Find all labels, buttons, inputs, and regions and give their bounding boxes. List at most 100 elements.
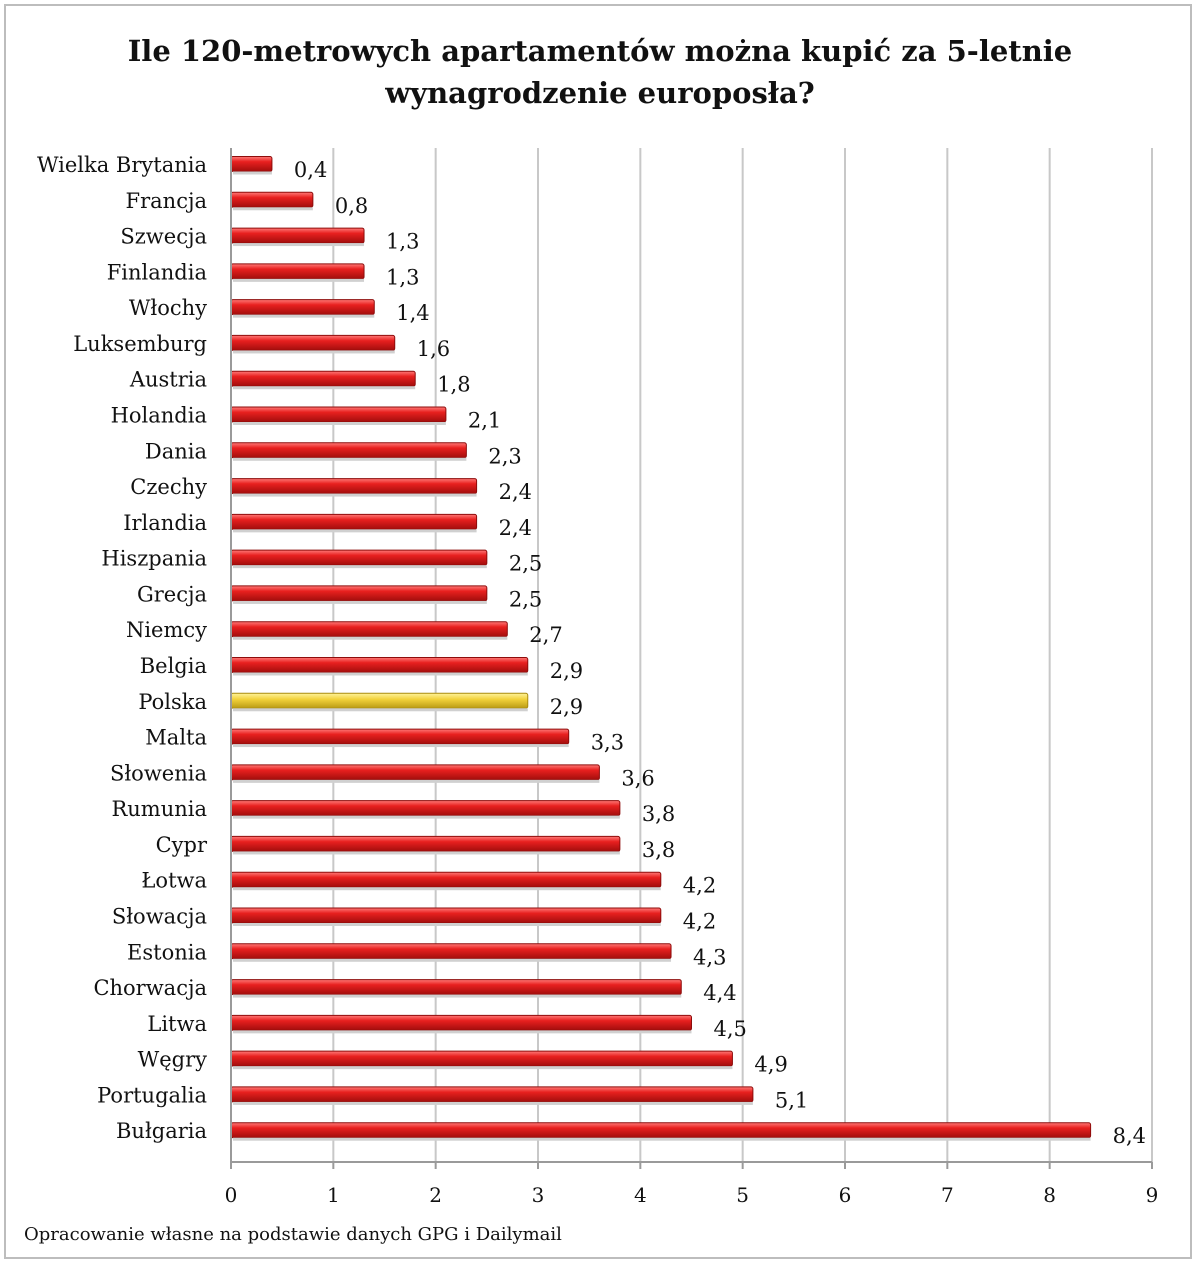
bars-layer [230, 156, 1092, 1141]
category-label: Polska [138, 690, 207, 714]
bar-shadow [233, 887, 661, 891]
bar-shadow [233, 422, 446, 425]
value-label: 1,3 [386, 265, 419, 289]
bar-shadow [233, 672, 528, 676]
bar-shadow [233, 636, 508, 640]
chart-title-line-2: wynagrodzenie europosła? [385, 76, 815, 110]
bar [230, 728, 570, 745]
category-label: Estonia [127, 940, 207, 964]
value-label: 2,9 [550, 659, 583, 683]
category-label: Portugalia [97, 1083, 207, 1107]
category-label: Malta [145, 726, 207, 750]
value-label: 0,8 [335, 194, 368, 218]
labels-layer: Wielka Brytania 0,4 Francja 0,8 Szwecja 1,3 Fi… [37, 153, 1146, 1148]
bar-shadow [233, 600, 487, 604]
bar [230, 621, 508, 638]
bar-shadow [233, 529, 477, 533]
bar-shadow [233, 851, 620, 855]
value-label: 1,6 [417, 337, 450, 361]
value-label: 2,9 [550, 695, 583, 719]
value-label: 2,5 [509, 552, 542, 576]
bar [230, 334, 396, 351]
value-label: 4,3 [693, 945, 726, 969]
chart-title-line-1: Ile 120-metrowych apartamentów można kup… [127, 34, 1073, 68]
bar [230, 263, 365, 280]
bar-shadow [233, 171, 272, 175]
value-label: 8,4 [1113, 1124, 1146, 1148]
bar [230, 871, 662, 888]
bar-shadow [233, 314, 375, 318]
value-label: 3,6 [621, 766, 654, 790]
bar [230, 156, 273, 172]
bar [230, 191, 314, 208]
bar-shadow [233, 565, 487, 569]
x-tick-label-2: 2 [429, 1183, 442, 1207]
x-tick-label-7: 7 [941, 1183, 954, 1207]
bar [230, 1086, 754, 1103]
bar [230, 1014, 692, 1031]
category-label: Węgry [138, 1048, 207, 1072]
bar-shadow [233, 350, 395, 354]
value-label: 1,8 [437, 373, 470, 397]
value-label: 3,3 [591, 731, 624, 755]
bar-shadow [233, 815, 620, 819]
bar [230, 943, 672, 960]
bar-shadow [233, 744, 569, 748]
category-label: Belgia [140, 654, 207, 678]
category-label: Słowacja [112, 905, 207, 929]
value-label: 4,2 [683, 910, 716, 934]
category-label: Luksemburg [73, 332, 207, 356]
bar-shadow [233, 243, 365, 247]
x-tick-label-0: 0 [225, 1183, 238, 1207]
value-label: 2,7 [529, 623, 562, 647]
value-label: 0,4 [294, 158, 327, 182]
value-label: 4,2 [683, 874, 716, 898]
bar [230, 406, 447, 423]
value-label: 2,3 [488, 444, 521, 468]
category-label: Grecja [137, 582, 207, 606]
value-label: 4,5 [714, 1017, 747, 1041]
bar [230, 657, 529, 673]
bar [230, 800, 621, 817]
bar [230, 1122, 1092, 1139]
category-label: Holandia [111, 404, 207, 428]
value-label: 2,1 [468, 409, 501, 433]
category-label: Niemcy [126, 618, 207, 642]
x-tick-label-5: 5 [736, 1183, 749, 1207]
x-axis: 0 1 2 3 4 5 6 7 8 9 [225, 148, 1159, 1207]
bar [230, 1050, 733, 1067]
chart-title: Ile 120-metrowych apartamentów można kup… [0, 30, 1200, 114]
category-label: Francja [126, 189, 207, 213]
bar-shadow [233, 457, 467, 461]
x-tick-label-9: 9 [1146, 1183, 1159, 1207]
value-label: 3,8 [642, 838, 675, 862]
value-label: 5,1 [775, 1088, 808, 1112]
category-label: Hiszpania [101, 547, 207, 571]
category-label: Austria [129, 368, 207, 392]
bar [230, 478, 478, 495]
value-label: 4,9 [754, 1053, 787, 1077]
value-label: 4,4 [703, 981, 736, 1005]
bar [230, 549, 488, 566]
x-tick-label-8: 8 [1043, 1183, 1056, 1207]
bar-shadow [233, 207, 313, 211]
x-tick-label-6: 6 [839, 1183, 852, 1207]
category-label: Łotwa [141, 869, 207, 893]
value-label: 2,4 [499, 480, 532, 504]
bar-shadow [233, 1030, 692, 1034]
bar-shadow [233, 1137, 1091, 1141]
category-label: Litwa [147, 1012, 207, 1036]
category-label: Dania [145, 439, 207, 463]
category-label: Chorwacja [93, 976, 207, 1000]
value-label: 1,3 [386, 230, 419, 254]
category-label: Rumunia [111, 797, 207, 821]
bar [230, 513, 478, 530]
bar [230, 370, 416, 387]
bar-shadow [233, 708, 528, 712]
bar [230, 299, 375, 316]
bar-shadow [233, 958, 672, 962]
bar [230, 835, 621, 852]
bar [230, 907, 662, 924]
bar [230, 764, 600, 781]
